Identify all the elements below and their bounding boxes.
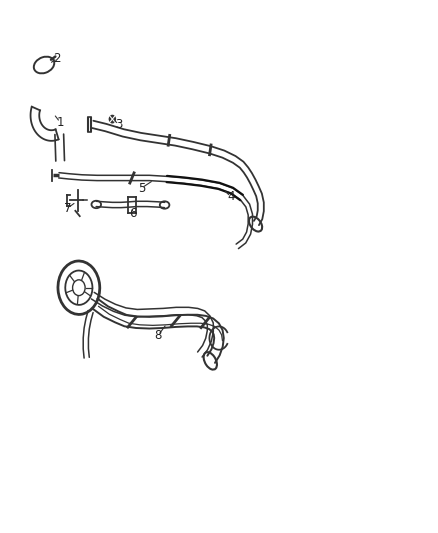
Text: 6: 6 <box>129 207 137 220</box>
Text: 4: 4 <box>227 190 234 203</box>
Text: 2: 2 <box>53 52 61 64</box>
Text: 5: 5 <box>138 182 145 195</box>
Circle shape <box>110 115 116 123</box>
Text: 3: 3 <box>115 118 123 131</box>
Text: 8: 8 <box>154 329 162 342</box>
Text: 1: 1 <box>57 116 64 129</box>
Text: 7: 7 <box>64 201 71 215</box>
